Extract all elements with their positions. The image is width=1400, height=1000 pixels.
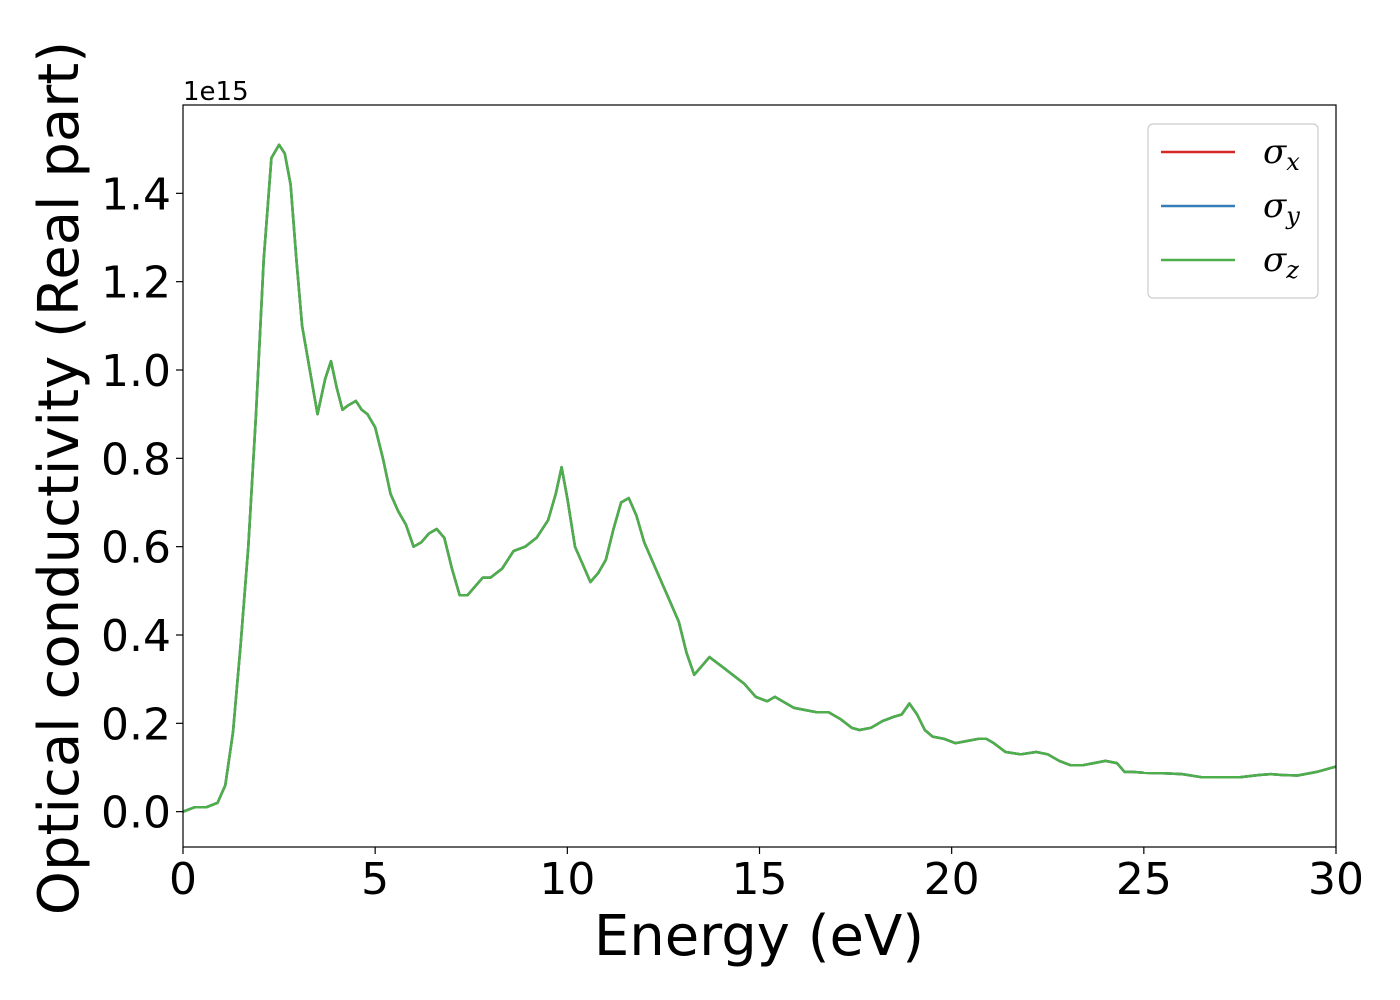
legend-label-2: σy (1263, 186, 1300, 230)
y-tick-label: 0.6 (101, 523, 171, 574)
y-axis-label: Optical conductivity (Real part) (27, 41, 92, 915)
y-tick-label: 1.2 (101, 258, 171, 309)
legend-label-3: σz (1263, 240, 1299, 284)
x-tick-label: 25 (1116, 854, 1172, 905)
x-tick-label: 0 (169, 854, 197, 905)
y-offset-text: 1e15 (183, 77, 249, 107)
y-tick-label: 1.4 (101, 169, 171, 220)
x-tick-label: 30 (1308, 854, 1364, 905)
x-axis: 0 5 10 15 20 25 30 (169, 847, 1364, 905)
y-tick-label: 0.4 (101, 611, 171, 662)
series-layer (182, 143, 1337, 813)
y-tick-label: 1.0 (101, 346, 171, 397)
y-tick-label: 0.2 (101, 699, 171, 750)
legend-label-1: σx (1263, 132, 1300, 176)
x-tick-label: 15 (732, 854, 788, 905)
legend-box (1147, 123, 1319, 299)
x-axis-label: Energy (eV) (594, 904, 924, 969)
x-tick-label: 20 (924, 854, 980, 905)
series-line-3 (182, 143, 1337, 813)
y-tick-label: 0.8 (101, 434, 171, 485)
x-tick-label: 10 (539, 854, 595, 905)
y-axis: 0.0 0.2 0.4 0.6 0.8 1.0 1.2 1.4 (101, 169, 183, 839)
y-tick-label: 0.0 (101, 788, 171, 839)
x-tick-label: 5 (361, 854, 389, 905)
legend: σx σy σz (1147, 123, 1319, 299)
